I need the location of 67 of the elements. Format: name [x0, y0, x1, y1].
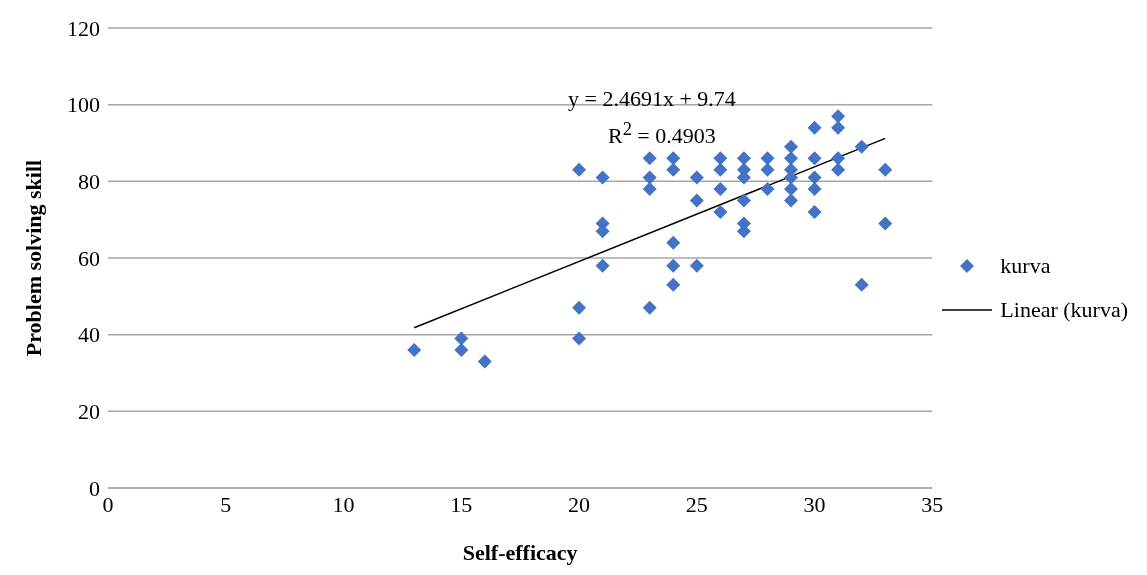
point — [713, 162, 728, 177]
point — [666, 277, 681, 292]
point — [454, 331, 469, 346]
point — [689, 193, 704, 208]
y-tick-label: 80 — [78, 169, 100, 195]
point — [642, 151, 657, 166]
y-tick-label: 100 — [67, 92, 100, 118]
x-tick-label: 35 — [921, 491, 944, 517]
x-tick-label: 20 — [568, 491, 591, 517]
point — [784, 182, 799, 196]
point — [454, 343, 469, 357]
y-tick-label: 120 — [67, 15, 100, 41]
x-tick-label: 25 — [685, 491, 708, 517]
y-tick-label: 20 — [78, 399, 100, 425]
point — [831, 109, 846, 124]
point — [642, 182, 657, 196]
point — [831, 120, 846, 135]
point — [666, 235, 681, 250]
point — [878, 216, 893, 231]
y-tick-label: 60 — [78, 245, 100, 271]
point — [666, 162, 681, 177]
point — [689, 170, 704, 185]
annotation: y = 2.4691x + 9.74 — [568, 86, 736, 112]
point — [784, 139, 799, 154]
x-tick-label: 15 — [450, 491, 473, 517]
x-tick-label: 30 — [803, 491, 826, 517]
legend-label: Linear (kurva) — [1000, 297, 1128, 323]
point — [736, 151, 751, 166]
x-tick-label: 5 — [220, 491, 232, 517]
point — [642, 300, 657, 315]
point — [760, 182, 775, 196]
x-axis-title: Self-efficacy — [462, 540, 578, 565]
point — [760, 151, 775, 166]
point — [713, 205, 728, 219]
point — [760, 162, 775, 177]
point — [807, 182, 822, 196]
point — [854, 277, 869, 292]
point — [407, 343, 422, 357]
y-axis-title: Problem solving skill — [20, 159, 46, 357]
point — [477, 354, 492, 369]
point — [666, 258, 681, 273]
point — [572, 331, 587, 346]
point — [713, 182, 728, 196]
point — [878, 162, 893, 177]
point — [807, 170, 822, 185]
point — [807, 205, 822, 219]
point — [713, 151, 728, 166]
legend-label: kurva — [1000, 253, 1051, 279]
point — [736, 193, 751, 208]
point — [807, 120, 822, 135]
y-tick-label: 0 — [89, 475, 100, 501]
x-tick-label: 10 — [332, 491, 355, 517]
point — [572, 300, 587, 315]
point — [831, 162, 846, 177]
point — [595, 170, 610, 185]
point — [689, 258, 704, 273]
point — [666, 151, 681, 166]
point — [807, 151, 822, 166]
point — [784, 151, 799, 166]
annotation: R$^{2}$ = 0.4903 — [608, 118, 716, 150]
point — [572, 162, 587, 177]
y-tick-label: 40 — [78, 322, 100, 348]
point — [642, 170, 657, 185]
point — [854, 139, 869, 154]
point — [831, 151, 846, 166]
point — [784, 193, 799, 208]
point — [595, 258, 610, 273]
